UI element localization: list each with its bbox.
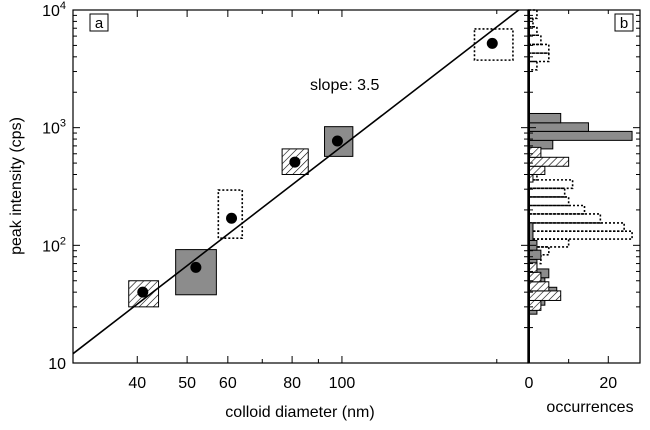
data-points <box>137 37 498 298</box>
histogram-bar <box>528 9 538 20</box>
fit-line-group <box>73 10 521 355</box>
histogram-bar <box>528 60 538 71</box>
uncertainty-box <box>473 28 514 61</box>
uncertainty-boxes <box>128 28 514 308</box>
data-point <box>137 286 149 298</box>
histogram-bar <box>528 112 562 124</box>
panel-b-frame <box>527 9 641 364</box>
fit-line <box>73 10 521 355</box>
x-axis-label: colloid diameter (nm) <box>225 404 374 421</box>
panel-b: 0 20 b occurrences <box>525 9 641 416</box>
y-tick-label-base: 10 <box>42 121 60 138</box>
data-point <box>331 135 343 147</box>
histogram-bar <box>528 281 550 292</box>
data-point <box>486 37 498 49</box>
uncertainty-box <box>217 189 244 239</box>
y-tick-label-exponent: 4 <box>60 0 66 12</box>
y-tick-label: 102 <box>42 235 66 255</box>
histogram-bar <box>528 156 570 167</box>
histogram-bar <box>528 262 538 273</box>
data-point <box>289 156 301 168</box>
histogram-bar <box>528 34 542 46</box>
histogram-bar <box>528 165 546 175</box>
histogram-bar <box>528 130 633 141</box>
y-tick-label-base: 10 <box>42 3 60 20</box>
x-tick-label: 40 <box>128 375 146 392</box>
data-point <box>190 261 202 273</box>
histogram-bar <box>528 146 542 158</box>
histogram-bar <box>528 122 589 132</box>
uncertainty-box <box>281 148 309 175</box>
histogram-bar <box>528 222 625 232</box>
x-tick-label: 20 <box>599 375 617 392</box>
x-tick-label: 60 <box>219 375 237 392</box>
y-tick-label-base: 10 <box>42 238 60 255</box>
panel-b-label: b <box>614 13 634 32</box>
slope-annotation: slope: 3.5 <box>310 77 379 94</box>
y-axis-label: peak intensity (cps) <box>8 117 25 255</box>
histogram-bar <box>528 196 570 207</box>
data-point <box>226 212 238 224</box>
y-tick-label-exponent: 3 <box>60 118 66 130</box>
histogram-bar <box>528 290 562 301</box>
panel-b-letter: b <box>620 15 628 32</box>
histogram-bar <box>528 299 542 311</box>
histogram-bar <box>528 204 586 215</box>
y-tick-label-exponent: 2 <box>60 235 66 247</box>
histogram-bar <box>528 179 574 190</box>
x-tick-label: 50 <box>178 375 196 392</box>
histogram-bar <box>528 249 542 260</box>
panel-a-letter: a <box>95 15 104 32</box>
x-tick-label: 100 <box>329 375 356 392</box>
histogram-bar <box>528 213 602 224</box>
histograms <box>528 9 633 315</box>
y-tick-label: 104 <box>42 0 66 20</box>
panel-a-frame <box>72 9 529 364</box>
panel-b-ticks: 0 20 <box>525 10 640 392</box>
y-tick-label: 10 <box>48 356 66 373</box>
x-tick-label: 0 <box>525 375 534 392</box>
histogram-bar <box>528 230 633 240</box>
histogram-bar <box>528 187 566 198</box>
y-tick-label: 103 <box>42 118 66 138</box>
panel-a-label: a <box>89 13 109 32</box>
x-tick-label: 80 <box>283 375 301 392</box>
panel-b-x-axis-label: occurrences <box>546 399 633 416</box>
